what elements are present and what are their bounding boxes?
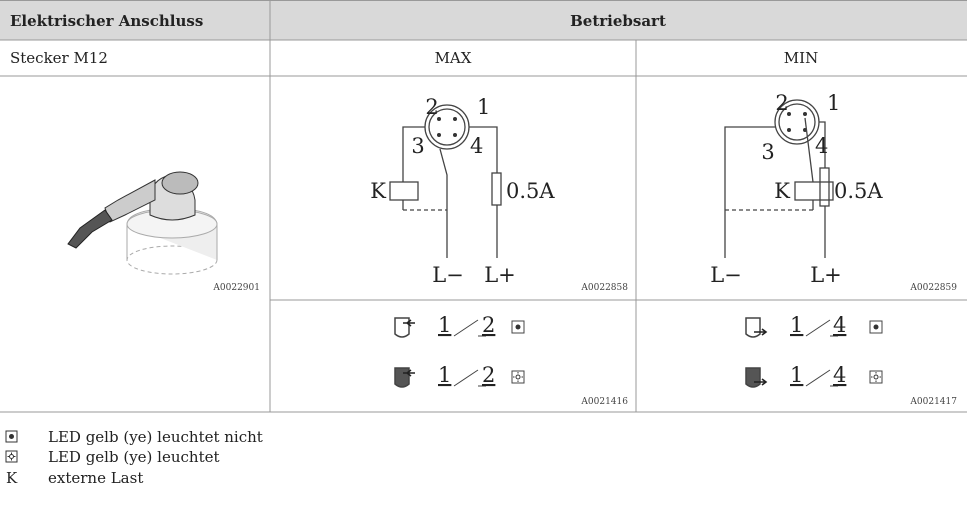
terminal-label: L+ (810, 263, 842, 287)
pin-label: 4 (815, 134, 828, 158)
pin-label: 1 (477, 95, 490, 119)
led-icon (871, 372, 881, 382)
pin-label: 3 (761, 140, 774, 164)
legend-text: externe Last (48, 469, 143, 487)
cell: MAX (435, 49, 472, 67)
pin-label: 1 (827, 91, 840, 115)
led-icon (869, 320, 883, 334)
contact-label: 1 (790, 313, 803, 337)
load-label: K (774, 179, 790, 203)
legend-icons (5, 430, 18, 463)
load-label: K (370, 179, 386, 203)
terminal-label: L− (710, 263, 742, 287)
contact-symbol (805, 369, 838, 387)
header-bg (0, 0, 967, 40)
legend-text: LED gelb (ye) leuchtet (48, 448, 220, 466)
table-grid (0, 0, 967, 413)
contact-label: 1 (438, 363, 451, 387)
led-icon (869, 370, 883, 384)
fuse-label: 0.5A (834, 179, 883, 203)
led-icon (513, 372, 523, 382)
pin-label: 2 (425, 95, 438, 119)
contact-symbol (805, 319, 838, 337)
led-icon (515, 374, 521, 380)
led-icon (873, 374, 879, 380)
pin-label: 2 (775, 91, 788, 115)
legend-text: LED gelb (ye) leuchtet nicht (48, 428, 263, 446)
header-cell: Betriebsart (570, 12, 666, 30)
contact-label: 2 (482, 313, 495, 337)
wiring-diagram (724, 99, 834, 258)
switch-icon (394, 317, 410, 338)
led-icon (515, 324, 521, 330)
led-icon (511, 320, 525, 334)
wiring-diagram (389, 104, 502, 258)
contact-label: 4 (833, 363, 846, 387)
fuse-label: 0.5A (506, 179, 555, 203)
cell: Stecker M12 (10, 49, 108, 67)
contact-label: 2 (482, 363, 495, 387)
contact-label: 4 (833, 313, 846, 337)
image-id: A0021417 (909, 397, 957, 407)
switch-icon (403, 369, 415, 377)
contact-label: 1 (790, 363, 803, 387)
switch-icon (754, 328, 768, 336)
image-id: A0022901 (212, 283, 260, 293)
led-icon (873, 324, 879, 330)
terminal-label: L− (432, 263, 464, 287)
switch-icon (394, 367, 410, 388)
pin-label: 3 (411, 134, 424, 158)
switch-icon (745, 317, 761, 338)
connector-image (67, 171, 218, 275)
pin-label: 4 (470, 134, 483, 158)
switch-icon (754, 378, 768, 386)
image-id: A0022859 (909, 283, 957, 293)
image-id: A0021416 (580, 397, 628, 407)
led-icon (511, 370, 525, 384)
contact-label: 1 (438, 313, 451, 337)
cell: MIN (784, 49, 818, 67)
switching-area: 1 2 1 2 1 4 1 4 (394, 313, 883, 388)
switch-icon (403, 319, 415, 327)
header-cell: Elektrischer Anschluss (10, 12, 203, 30)
terminal-label: L+ (484, 263, 516, 287)
contact-symbol (453, 369, 486, 387)
switch-icon (745, 367, 761, 388)
image-id: A0022858 (580, 283, 628, 293)
legend-symbol: K (6, 469, 18, 487)
contact-symbol (453, 319, 486, 337)
